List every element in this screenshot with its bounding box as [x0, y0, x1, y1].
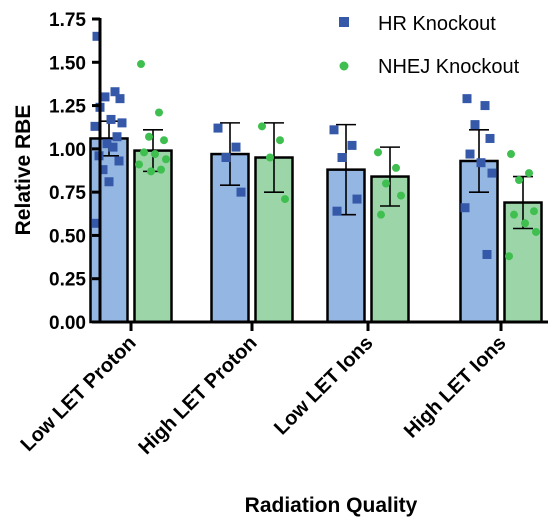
point-hr	[110, 87, 120, 97]
point-hr	[115, 94, 125, 104]
point-nhej	[397, 191, 405, 200]
point-nhej	[160, 136, 168, 145]
point-hr	[482, 249, 492, 259]
point-nhej	[530, 207, 538, 216]
point-hr	[462, 94, 472, 104]
point-hr	[106, 114, 116, 124]
point-hr	[332, 206, 342, 216]
legend: HR Knockout NHEJ Knockout	[339, 13, 520, 78]
point-hr	[98, 165, 108, 175]
point-nhej	[276, 136, 284, 145]
bar-nhej-2	[254, 156, 294, 324]
y-tick-label: 1.50	[49, 53, 86, 74]
y-tick-label: 0.25	[49, 270, 86, 291]
point-hr	[90, 121, 100, 131]
point-hr	[92, 31, 102, 41]
point-hr	[352, 194, 362, 204]
point-hr	[480, 101, 490, 111]
y-tick-label: 0.75	[49, 183, 86, 204]
point-hr	[485, 133, 495, 143]
y-tick-label: 0.00	[49, 313, 86, 334]
point-nhej	[515, 176, 523, 185]
legend-label-hr: HR Knockout	[378, 13, 496, 35]
points-layer	[90, 31, 540, 261]
bar-nhej-1	[133, 149, 173, 324]
x-tick-label: Low LET Ions	[270, 332, 377, 439]
point-hr	[112, 132, 122, 142]
point-nhej	[382, 179, 390, 188]
point-nhej	[392, 163, 400, 172]
point-nhej	[521, 219, 529, 228]
legend-marker-nhej	[339, 61, 349, 71]
point-hr	[213, 123, 223, 133]
point-nhej	[281, 195, 289, 204]
y-ticks-layer: 0.00 0.25 0.50 0.75 1.00 1.25 1.50 1.75	[49, 10, 100, 334]
point-hr	[329, 125, 339, 135]
y-axis-title: Relative RBE	[12, 105, 35, 236]
point-nhej	[151, 150, 159, 159]
point-nhej	[532, 227, 540, 236]
point-hr	[104, 177, 114, 187]
axes-layer	[98, 18, 548, 324]
x-axis-title: Radiation Quality	[245, 494, 418, 517]
point-hr	[465, 149, 475, 159]
point-hr	[460, 203, 470, 213]
point-nhej	[155, 108, 163, 117]
point-nhej	[137, 60, 145, 69]
point-nhej	[507, 150, 515, 159]
point-nhej	[266, 153, 274, 162]
point-nhej	[162, 155, 170, 164]
point-nhej	[140, 148, 148, 157]
point-nhej	[157, 165, 165, 174]
point-nhej	[374, 148, 382, 157]
x-tick-label: High LET Proton	[134, 332, 261, 459]
y-tick-label: 0.50	[49, 226, 86, 247]
point-hr	[221, 153, 231, 163]
point-hr	[114, 156, 124, 166]
point-hr	[100, 92, 110, 102]
point-hr	[91, 218, 101, 228]
point-hr	[476, 158, 486, 168]
y-tick-label: 1.25	[49, 97, 86, 118]
point-hr	[337, 153, 347, 163]
x-tick-label: High LET Ions	[400, 332, 511, 443]
point-hr	[347, 140, 357, 150]
point-nhej	[147, 167, 155, 176]
point-nhej	[377, 210, 385, 219]
point-hr	[470, 120, 480, 130]
point-nhej	[145, 132, 153, 141]
point-nhej	[505, 252, 513, 261]
point-hr	[487, 168, 497, 178]
point-hr	[102, 139, 112, 149]
point-hr	[231, 142, 241, 152]
legend-label-nhej: NHEJ Knockout	[378, 56, 520, 78]
point-hr	[236, 187, 246, 197]
point-hr	[117, 118, 127, 128]
bar-hr-1	[89, 137, 129, 324]
y-tick-label: 1.00	[49, 140, 86, 161]
bars-layer	[89, 137, 543, 324]
point-nhej	[525, 169, 533, 178]
point-nhej	[510, 210, 518, 219]
point-hr	[108, 142, 118, 152]
legend-marker-hr	[339, 17, 349, 27]
point-nhej	[258, 122, 266, 131]
x-tick-label: Low LET Proton	[17, 332, 141, 456]
y-tick-label: 1.75	[49, 10, 86, 31]
point-nhej	[135, 160, 143, 169]
